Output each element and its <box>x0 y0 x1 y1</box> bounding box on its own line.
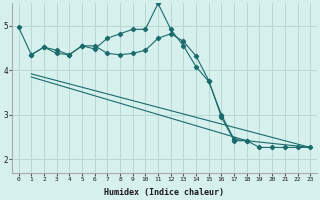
X-axis label: Humidex (Indice chaleur): Humidex (Indice chaleur) <box>104 188 224 197</box>
